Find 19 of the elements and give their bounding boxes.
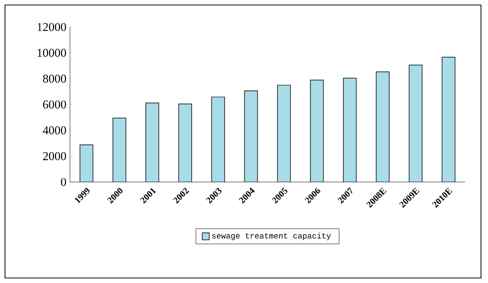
bar xyxy=(112,118,126,182)
bar xyxy=(178,104,192,182)
y-tick-label: 12000 xyxy=(38,22,66,32)
y-tick-label: 8000 xyxy=(43,74,66,83)
bar xyxy=(277,85,290,182)
bar xyxy=(343,78,356,182)
y-tick-label: 10000 xyxy=(38,48,66,57)
bar xyxy=(442,56,456,182)
y-tick-label: 4000 xyxy=(42,126,66,134)
bar xyxy=(310,80,324,182)
y-tick-label: 2000 xyxy=(43,152,66,160)
bar xyxy=(212,97,225,182)
bar xyxy=(146,102,159,182)
y-tick-label: 0 xyxy=(60,178,66,186)
y-tick-label: 6000 xyxy=(43,100,66,109)
bar xyxy=(409,65,422,182)
bar xyxy=(80,144,93,182)
bar xyxy=(244,90,258,182)
bar xyxy=(376,72,390,182)
